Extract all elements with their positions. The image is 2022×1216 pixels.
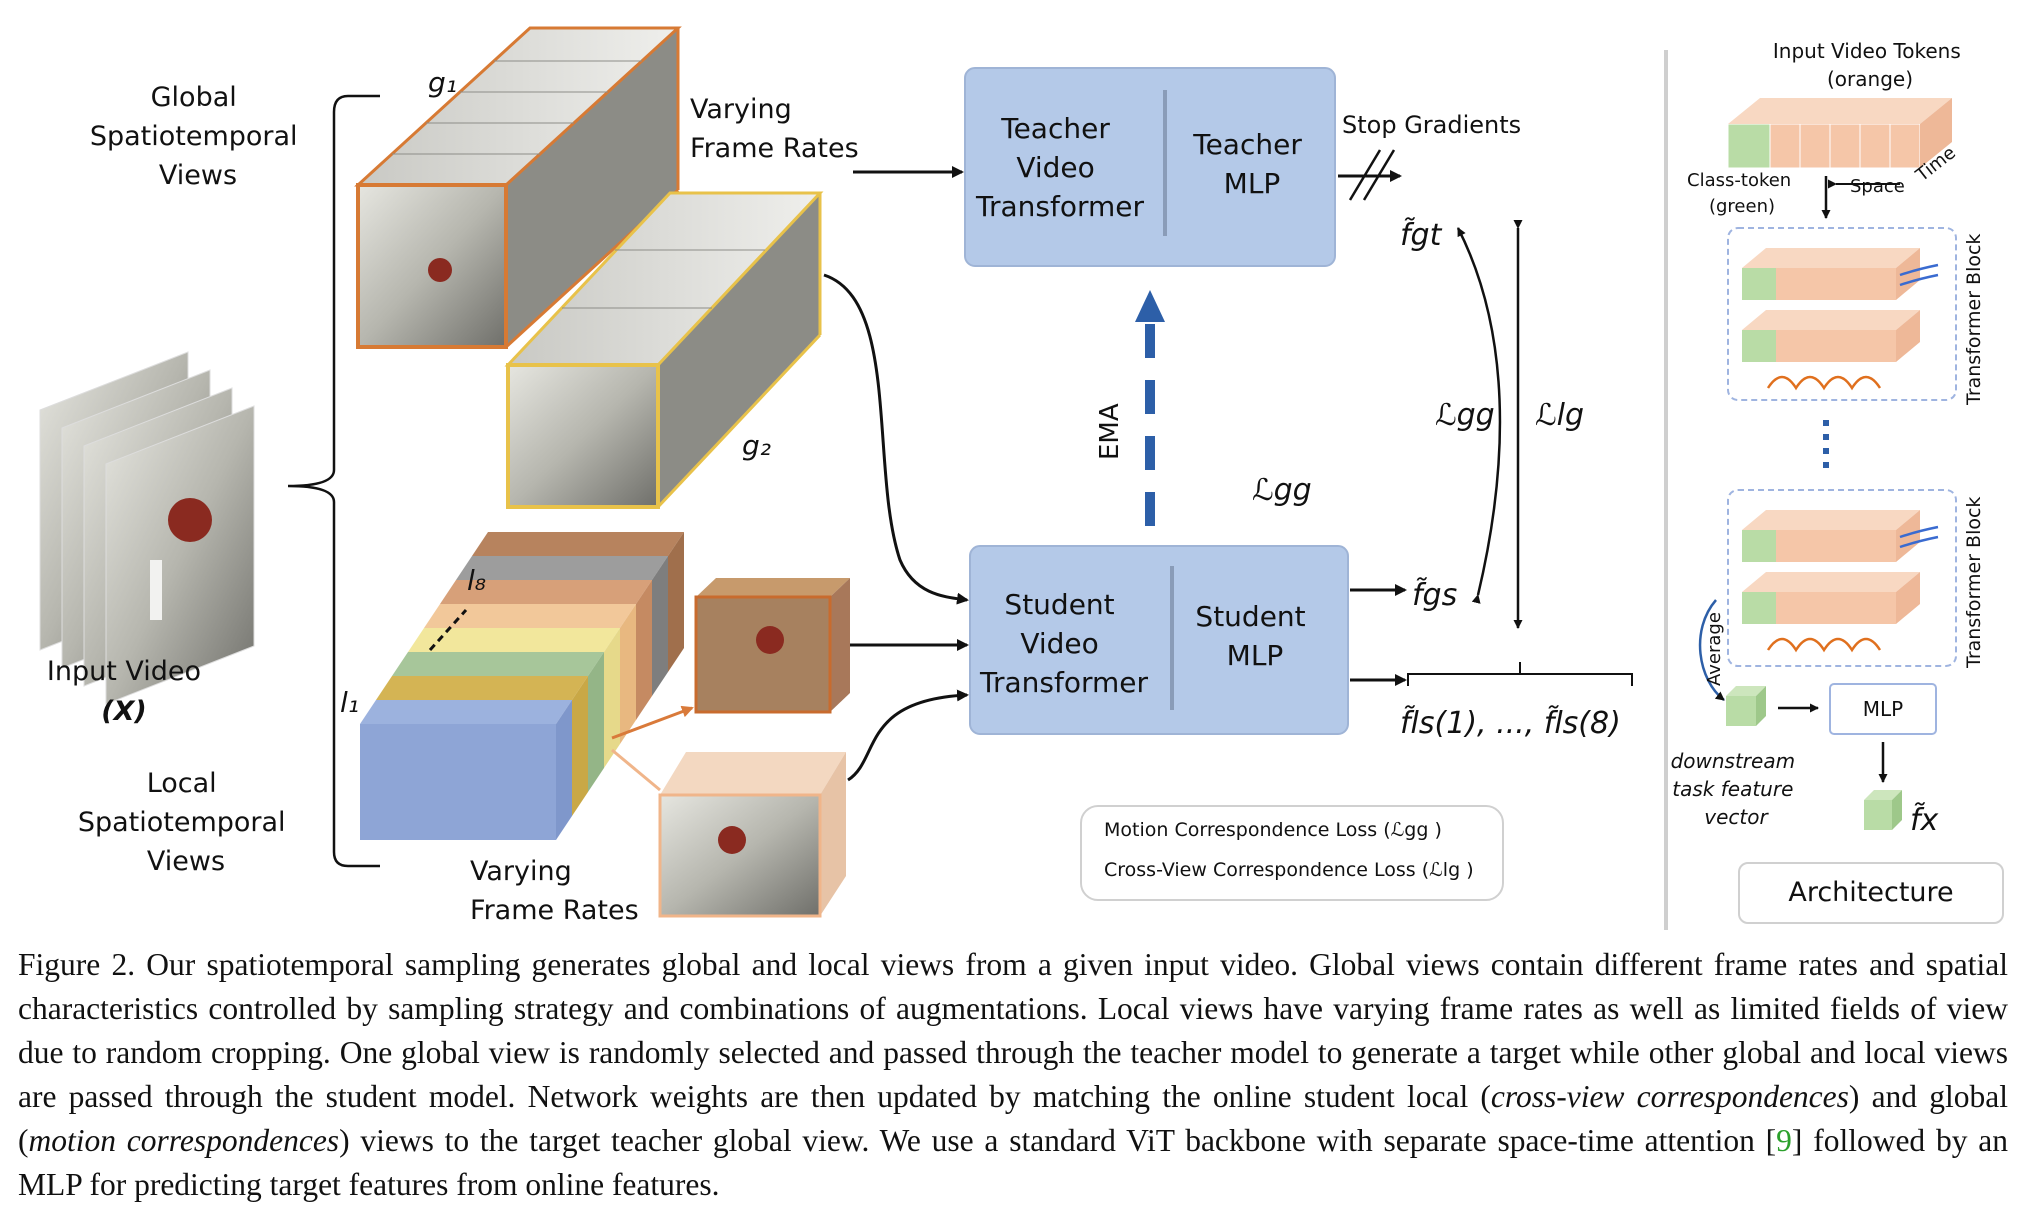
loss-gg-right-label: ℒgg — [1435, 398, 1495, 433]
average-arrow — [1698, 599, 1725, 701]
transformer-block-2-label: Transformer Block — [1963, 497, 1985, 669]
local-crop-2 — [658, 752, 846, 918]
teacher-mlp-label: Teacher MLP — [1192, 128, 1311, 200]
student-transformer-label: Student Video Transformer — [979, 588, 1149, 699]
caption-prefix: Figure 2. Our spatiotemporal sampling ge… — [18, 947, 2008, 1114]
loss-legend: Motion Correspondence Loss (ℒgg ) Cross-… — [1080, 805, 1504, 901]
ema-arrow-head — [1135, 290, 1165, 322]
arch-mlp-label: MLP — [1863, 697, 1903, 721]
local-crop-1 — [694, 578, 850, 714]
caption-mid-2: ) views to the target teacher global vie… — [339, 1123, 1777, 1158]
ema-label: EMA — [1095, 403, 1125, 460]
f-ls-label: f̃ls(1), ..., f̃ls(8) — [1400, 706, 1621, 741]
f-gs-label: f̃gs — [1412, 578, 1457, 613]
tokens-title: Input Video Tokens (orange) — [1773, 39, 1967, 91]
varying-rates-top: Varying Frame Rates — [690, 94, 859, 164]
f-x-label: f̃x — [1910, 803, 1939, 838]
local-dash — [428, 608, 468, 652]
f-ls-bracket — [1407, 662, 1633, 686]
g1-label: g₁ — [428, 66, 457, 99]
global-view-g2 — [504, 191, 824, 509]
feature-vector-cube — [1726, 686, 1766, 726]
caption-ref-link[interactable]: 9 — [1776, 1123, 1792, 1158]
global-view-g1 — [354, 26, 682, 349]
teacher-transformer-label: Teacher Video Transformer — [975, 112, 1145, 223]
loss-gg-mid-label: ℒgg — [1252, 473, 1312, 508]
student-mlp-label: Student MLP — [1195, 600, 1314, 672]
caption-suffix: ] followed by an MLP for predicting targ… — [18, 1123, 2008, 1202]
caption-italic-2: motion correspondences — [28, 1123, 340, 1158]
figure-diagram: Input Video (X) Global Spatiotemporal Vi… — [39, 26, 1985, 930]
views-brace — [287, 94, 380, 868]
g2-label: g₂ — [742, 429, 771, 462]
teacher-block — [964, 67, 1336, 267]
figure-caption: Figure 2. Our spatiotemporal sampling ge… — [18, 943, 2008, 1207]
local-views-label: Local Spatiotemporal Views — [78, 768, 294, 877]
input-tokens-grid — [1727, 98, 1952, 169]
legend-motion: Motion Correspondence Loss (ℒgg ) — [1104, 819, 1442, 841]
class-token-label: Class-token (green) — [1687, 170, 1797, 217]
stop-grad-slash-1 — [1348, 149, 1382, 201]
f-gt-label: f̃gt — [1400, 218, 1443, 253]
input-video-label: Input Video — [47, 656, 201, 687]
local2-to-student-arrow — [847, 689, 969, 782]
global-views-label: Global Spatiotemporal Views — [90, 82, 306, 191]
input-video-frames — [39, 351, 255, 705]
loss-gg-arrow — [1456, 227, 1502, 604]
crop-arrow-1 — [611, 705, 694, 740]
stop-grad-slash-2 — [1362, 149, 1396, 201]
stop-gradients-label: Stop Gradients — [1342, 111, 1521, 139]
space-label: Space — [1850, 176, 1905, 197]
l1-label: l₁ — [340, 686, 359, 719]
student-block — [969, 545, 1349, 735]
varying-rates-bottom: Varying Frame Rates — [470, 856, 639, 926]
downstream-label: downstream task feature vector — [1671, 749, 1802, 829]
caption-mid: ) and global ( — [18, 1079, 2008, 1158]
caption-italic-1: cross-view correspondences — [1490, 1079, 1849, 1114]
arch-mlp-box — [1829, 683, 1937, 735]
legend-cross-view: Cross-View Correspondence Loss (ℒlg ) — [1104, 859, 1474, 881]
l8-label: l₈ — [467, 564, 486, 597]
output-feature-cube — [1864, 790, 1902, 830]
transformer-block-1 — [1727, 227, 1957, 401]
crop-arrow-2 — [611, 748, 661, 792]
average-label: Average — [1704, 612, 1725, 686]
architecture-label: Architecture — [1738, 862, 2004, 924]
transformer-block-2 — [1727, 489, 1957, 667]
loss-lg-label: ℒlg — [1535, 398, 1584, 433]
local-view-stack — [360, 532, 684, 840]
transformer-block-1-label: Transformer Block — [1963, 234, 1985, 406]
g2-to-student-arrow — [823, 273, 969, 605]
input-video-symbol: (X) — [101, 696, 147, 727]
